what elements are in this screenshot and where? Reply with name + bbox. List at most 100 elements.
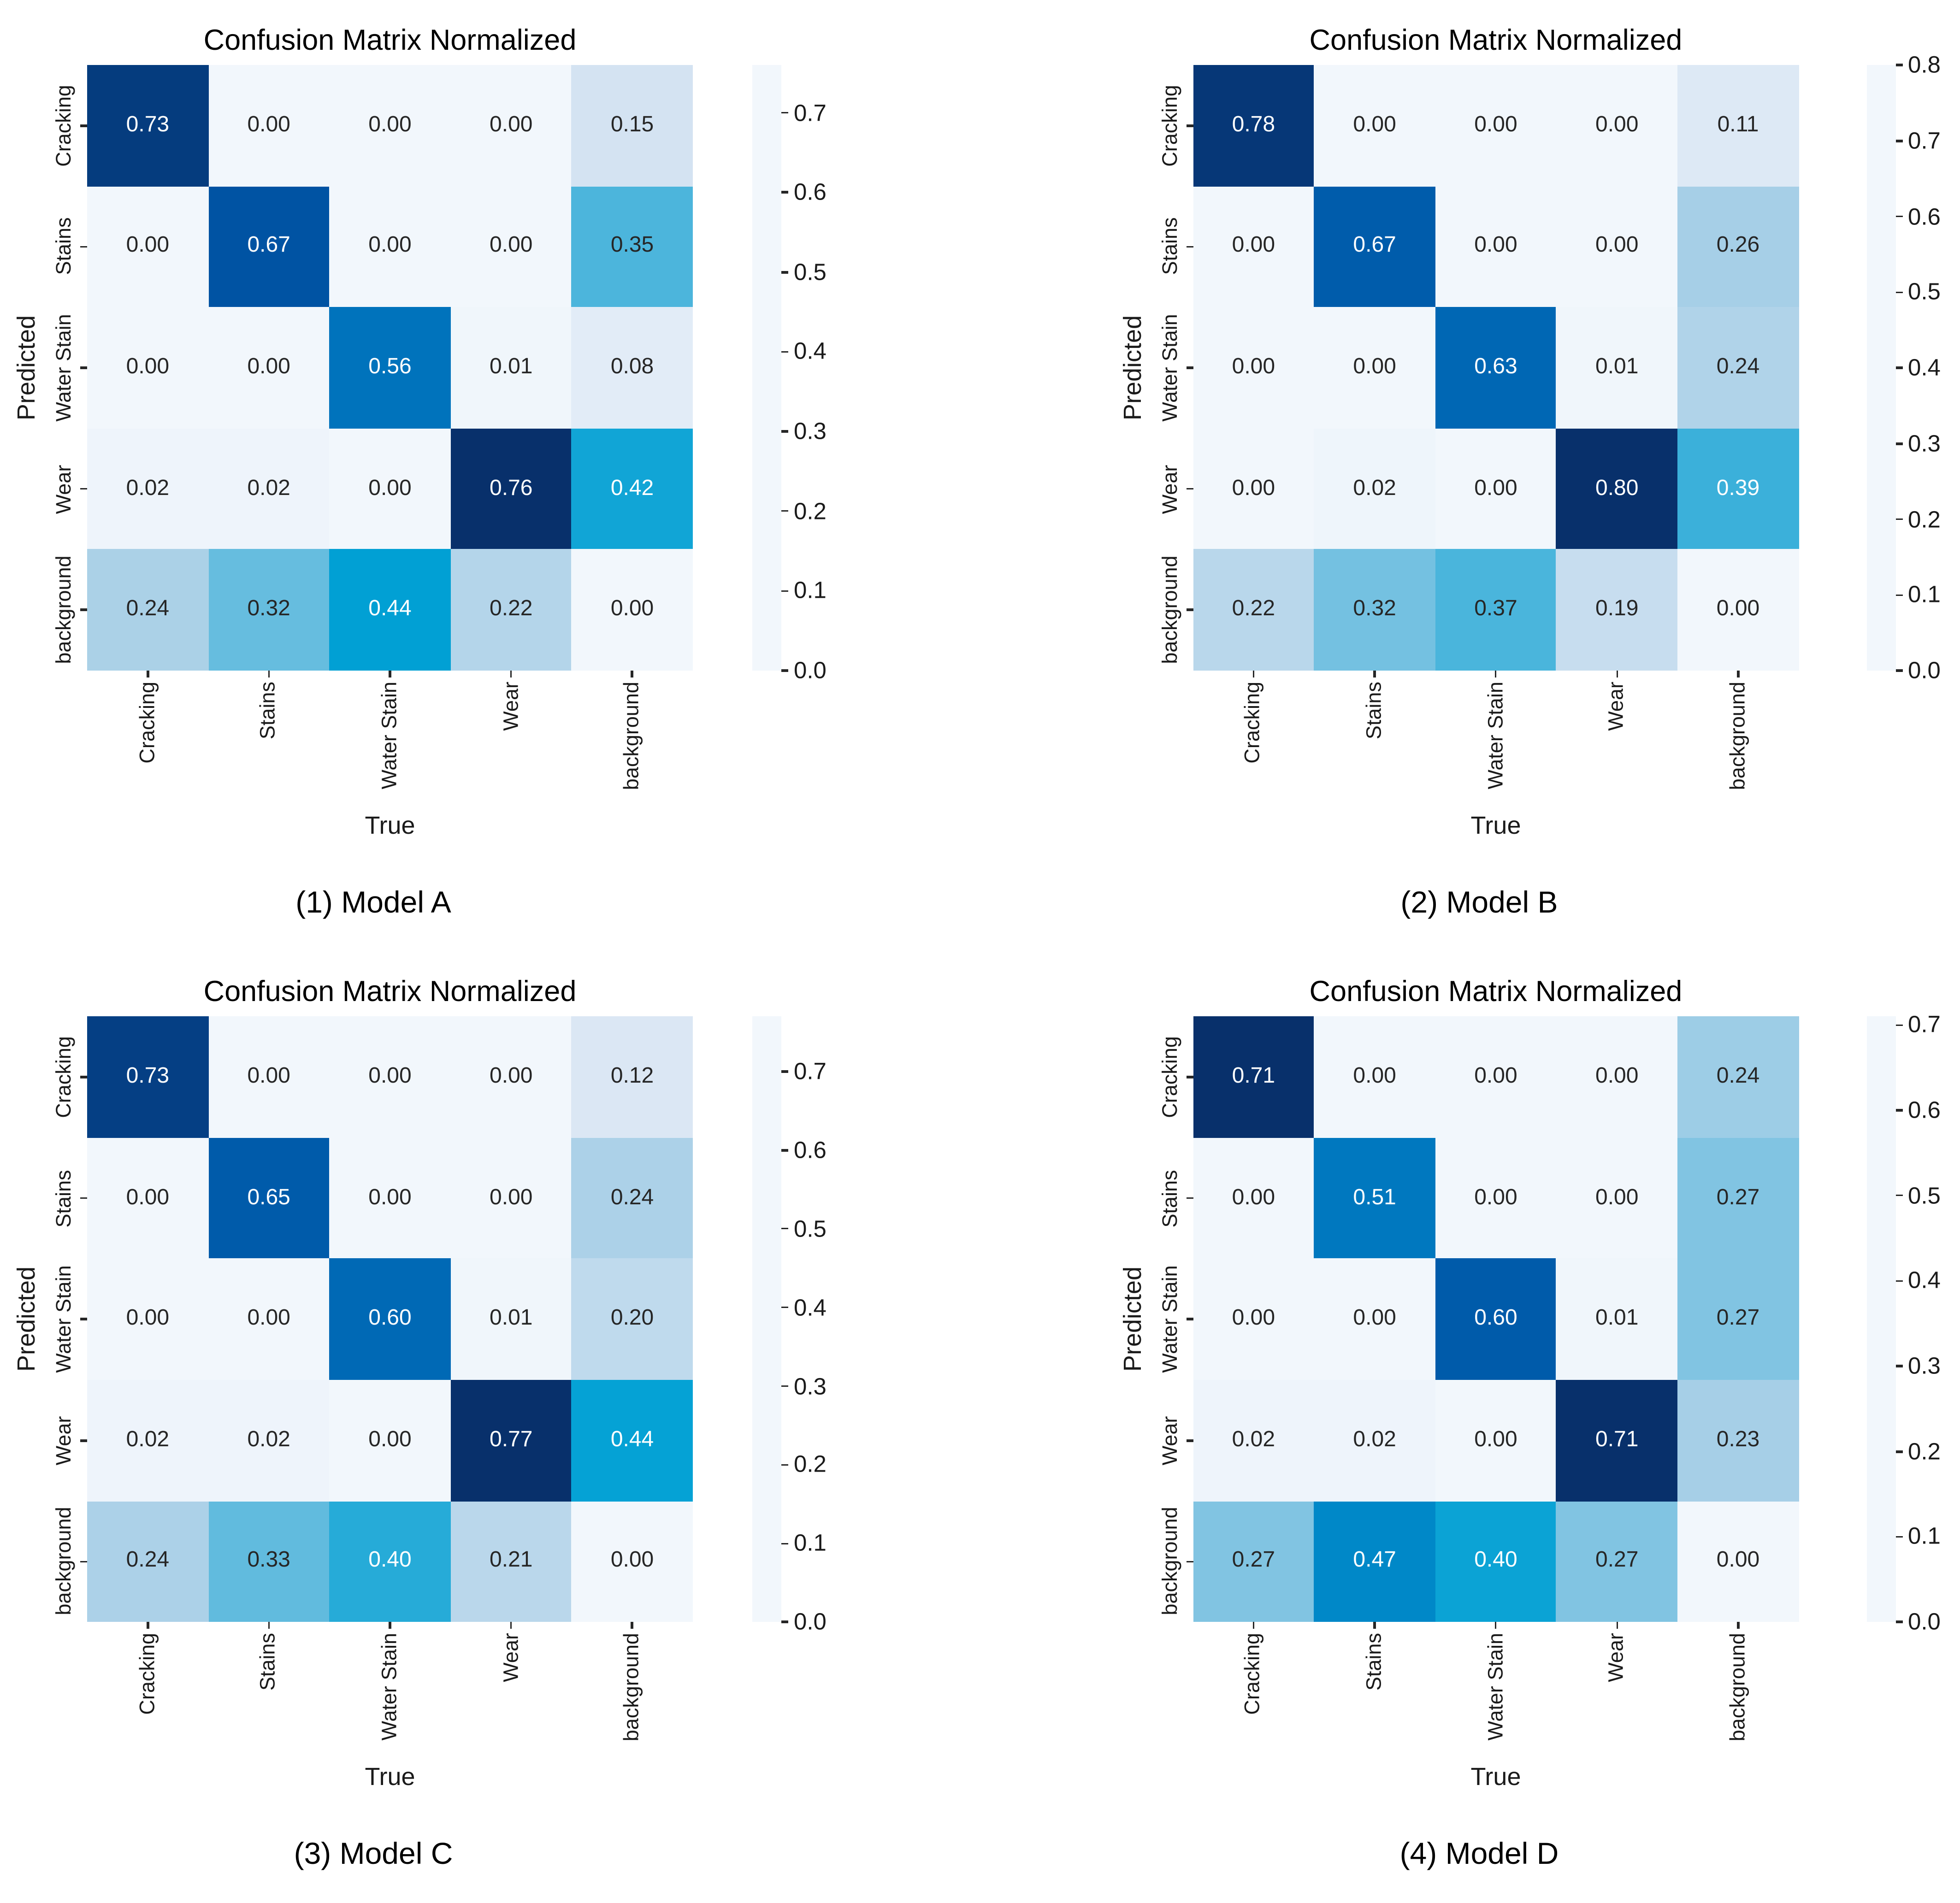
colorbar-tick-label: 0.2 — [1907, 506, 1941, 532]
colorbar-tick-mark — [781, 1149, 788, 1151]
x-tick-label: Cracking — [136, 1633, 159, 1715]
matrix-cell: 0.00 — [1193, 1137, 1314, 1259]
colorbar-tick-mark — [1895, 140, 1902, 142]
matrix-cell: 0.00 — [1193, 1259, 1314, 1380]
matrix-cell: 0.00 — [1314, 65, 1435, 186]
matrix-cell: 0.00 — [572, 549, 693, 671]
matrix-cell: 0.77 — [450, 1379, 572, 1501]
y-tick-label: background — [53, 1507, 76, 1616]
colorbar-tick-label: 0.1 — [1907, 582, 1941, 608]
y-tick-mark — [1186, 245, 1193, 248]
matrix-cell: 0.80 — [1556, 428, 1678, 550]
matrix-cell: 0.33 — [208, 1501, 330, 1622]
matrix-cell: 0.02 — [208, 428, 330, 550]
matrix-cell: 0.00 — [329, 65, 451, 186]
matrix-cell: 0.02 — [1193, 1379, 1314, 1501]
x-tick-label: Stains — [257, 1633, 281, 1691]
x-tick-label: Stains — [257, 682, 281, 740]
matrix-cell: 0.26 — [1677, 186, 1799, 307]
matrix-cell: 0.00 — [87, 1137, 208, 1259]
y-tick-label: Stains — [1158, 218, 1182, 276]
plot-title: Confusion Matrix Normalized — [1309, 976, 1683, 1008]
x-tick-mark — [1616, 1622, 1618, 1629]
colorbar-tick-mark — [1895, 442, 1902, 445]
colorbar-tick-mark — [781, 191, 788, 194]
panel-caption: (3) Model C — [294, 1836, 453, 1871]
x-tick-label: Cracking — [1241, 1633, 1265, 1715]
colorbar-tick-label: 0.1 — [794, 577, 827, 604]
y-tick-mark — [1186, 1439, 1193, 1442]
colorbar-tick-mark — [781, 1227, 788, 1230]
colorbar-tick-mark — [781, 1385, 788, 1387]
colorbar-tick-label: 0.3 — [1907, 1353, 1941, 1379]
matrix-cell: 0.01 — [1556, 307, 1678, 429]
colorbar-tick-mark — [1895, 518, 1902, 520]
matrix-cell: 0.65 — [208, 1137, 330, 1259]
colorbar-tick-label: 0.4 — [1907, 354, 1941, 381]
matrix-cell: 0.08 — [572, 307, 693, 429]
matrix-cell: 0.37 — [1435, 549, 1557, 671]
matrix-cell: 0.24 — [87, 549, 208, 671]
matrix-cell: 0.39 — [1677, 428, 1799, 550]
x-tick-mark — [1737, 1622, 1739, 1629]
matrix-cell: 0.63 — [1435, 307, 1557, 429]
plot-title: Confusion Matrix Normalized — [203, 976, 577, 1008]
matrix-cell: 0.02 — [1314, 428, 1435, 550]
matrix-cell: 0.15 — [572, 65, 693, 186]
x-axis-title: True — [365, 1763, 415, 1791]
matrix-cell: 0.00 — [1314, 307, 1435, 429]
matrix-cell: 0.00 — [1314, 1016, 1435, 1138]
colorbar-tick-label: 0.2 — [794, 498, 827, 524]
colorbar-tick-mark — [1895, 1024, 1902, 1026]
colorbar-tick-mark — [781, 1306, 788, 1309]
heatmap-grid: 0.73 0.00 0.00 0.00 0.15 0.00 0.67 0.00 0.00 0.35… — [87, 65, 693, 671]
colorbar-tick-label: 0.0 — [794, 657, 827, 684]
y-tick-label: Stains — [53, 218, 76, 276]
matrix-cell: 0.02 — [87, 428, 208, 550]
colorbar — [752, 1016, 781, 1622]
y-tick-label: Water Stain — [1158, 1265, 1182, 1373]
matrix-cell: 0.01 — [1556, 1259, 1678, 1380]
matrix-cell: 0.20 — [572, 1259, 693, 1380]
colorbar-tick-label: 0.5 — [1907, 279, 1941, 306]
matrix-cell: 0.22 — [1193, 549, 1314, 671]
colorbar-tick-label: 0.2 — [1907, 1438, 1941, 1465]
x-tick-label: Wear — [1605, 682, 1629, 731]
y-tick-mark — [80, 1197, 87, 1199]
colorbar-tick-label: 0.0 — [1907, 1608, 1941, 1635]
colorbar — [752, 65, 781, 671]
y-tick-label: Cracking — [1158, 1036, 1182, 1118]
matrix-cell: 0.67 — [208, 186, 330, 307]
matrix-cell: 0.02 — [208, 1379, 330, 1501]
matrix-cell: 0.00 — [1556, 65, 1678, 186]
matrix-cell: 0.27 — [1556, 1501, 1678, 1622]
x-tick-mark — [389, 1622, 391, 1629]
y-tick-mark — [1186, 488, 1193, 490]
x-axis-title: True — [365, 812, 415, 839]
colorbar-tick-mark — [781, 430, 788, 433]
y-tick-mark — [80, 1076, 87, 1078]
matrix-cell: 0.00 — [1314, 1259, 1435, 1380]
x-axis-title: True — [1470, 812, 1521, 839]
y-tick-label: Wear — [53, 1415, 76, 1465]
matrix-cell: 0.24 — [87, 1501, 208, 1622]
heatmap-grid: 0.78 0.00 0.00 0.00 0.11 0.00 0.67 0.00 0.00 0.26… — [1193, 65, 1799, 671]
panel-caption: (4) Model D — [1399, 1836, 1559, 1871]
colorbar-tick-label: 0.7 — [794, 1058, 827, 1085]
y-tick-label: Water Stain — [53, 314, 76, 422]
x-tick-label: Stains — [1363, 682, 1387, 740]
colorbar-tick-label: 0.5 — [794, 259, 827, 285]
y-axis-title: Predicted — [1118, 315, 1146, 421]
y-tick-mark — [80, 1560, 87, 1563]
x-tick-label: background — [1726, 1633, 1750, 1742]
y-tick-mark — [1186, 1076, 1193, 1078]
colorbar-tick-mark — [781, 1463, 788, 1466]
matrix-cell: 0.73 — [87, 1016, 208, 1138]
x-tick-label: background — [620, 1633, 644, 1742]
matrix-cell: 0.00 — [1193, 428, 1314, 550]
matrix-cell: 0.71 — [1556, 1379, 1678, 1501]
x-tick-mark — [1373, 1622, 1376, 1629]
colorbar-tick-label: 0.3 — [794, 1373, 827, 1399]
colorbar-tick-mark — [781, 589, 788, 592]
